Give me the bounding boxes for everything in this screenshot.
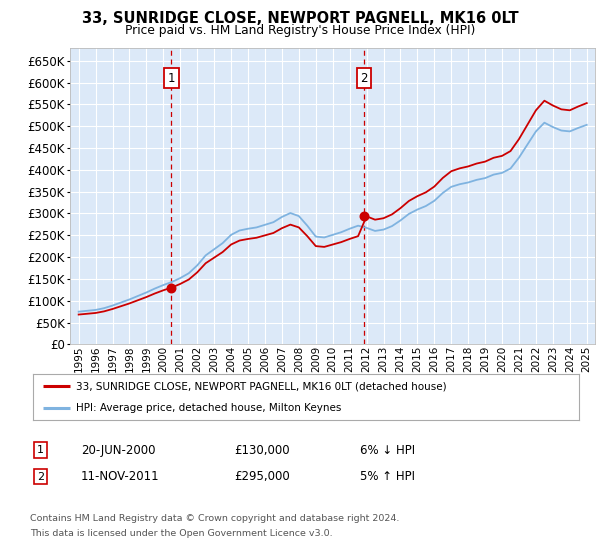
Text: 33, SUNRIDGE CLOSE, NEWPORT PAGNELL, MK16 0LT (detached house): 33, SUNRIDGE CLOSE, NEWPORT PAGNELL, MK1… [76,381,446,391]
Point [167,283,176,292]
Text: Contains HM Land Registry data © Crown copyright and database right 2024.: Contains HM Land Registry data © Crown c… [30,514,400,523]
Text: This data is licensed under the Open Government Licence v3.0.: This data is licensed under the Open Gov… [30,529,332,538]
Text: 1: 1 [167,72,175,85]
Text: 1: 1 [37,445,44,455]
Text: 11-NOV-2011: 11-NOV-2011 [81,470,160,483]
Point [359,211,369,220]
Text: 2: 2 [37,472,44,482]
Text: £295,000: £295,000 [234,470,290,483]
Text: 6% ↓ HPI: 6% ↓ HPI [360,444,415,457]
Text: 2: 2 [361,72,368,85]
Text: 5% ↑ HPI: 5% ↑ HPI [360,470,415,483]
Text: £130,000: £130,000 [234,444,290,457]
Text: Price paid vs. HM Land Registry's House Price Index (HPI): Price paid vs. HM Land Registry's House … [125,24,475,36]
Text: 33, SUNRIDGE CLOSE, NEWPORT PAGNELL, MK16 0LT: 33, SUNRIDGE CLOSE, NEWPORT PAGNELL, MK1… [82,11,518,26]
Text: 20-JUN-2000: 20-JUN-2000 [81,444,155,457]
Text: HPI: Average price, detached house, Milton Keynes: HPI: Average price, detached house, Milt… [76,403,341,413]
